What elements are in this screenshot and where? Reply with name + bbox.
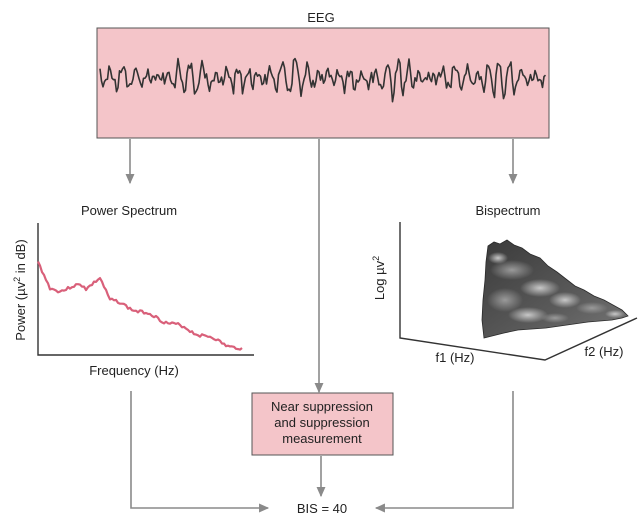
- eeg-waveform: [99, 57, 547, 103]
- power-spectrum-axes: [37, 223, 254, 356]
- arrow-power-spectrum-to-bis: [130, 391, 270, 513]
- bispectrum-xlabel: f1 (Hz): [436, 350, 475, 365]
- power-spectrum-title: Power Spectrum: [81, 203, 177, 218]
- bis-result: BIS = 40: [297, 501, 347, 516]
- bispectrum-zlabel: Log µv2: [371, 256, 387, 300]
- suppression-line-1: Near suppression: [271, 399, 373, 414]
- bispectrum-surface: [481, 239, 629, 339]
- power-spectrum-ylabel: Power (µv2 in dB): [12, 239, 28, 340]
- bispectrum-title: Bispectrum: [475, 203, 540, 218]
- power-spectrum-curve: [37, 261, 243, 351]
- suppression-box: [251, 392, 394, 456]
- arrow-bispectrum-to-bis: [374, 391, 514, 513]
- bispectrum-ylabel: f2 (Hz): [585, 344, 624, 359]
- suppression-line-2: and suppression: [274, 415, 369, 430]
- power-spectrum-ylabel-sup: 2: [12, 277, 22, 282]
- power-spectrum-ylabel-suffix: in dB): [13, 239, 28, 277]
- power-spectrum-xlabel: Frequency (Hz): [89, 363, 179, 378]
- bispectrum-zlabel-sup: 2: [371, 256, 381, 261]
- power-spectrum-ylabel-prefix: Power (µv: [13, 281, 28, 340]
- bispectrum-axes: [399, 222, 638, 361]
- bispectrum-zlabel-prefix: Log µv: [372, 260, 387, 300]
- eeg-title: EEG: [307, 10, 334, 25]
- suppression-line-3: measurement: [282, 431, 362, 446]
